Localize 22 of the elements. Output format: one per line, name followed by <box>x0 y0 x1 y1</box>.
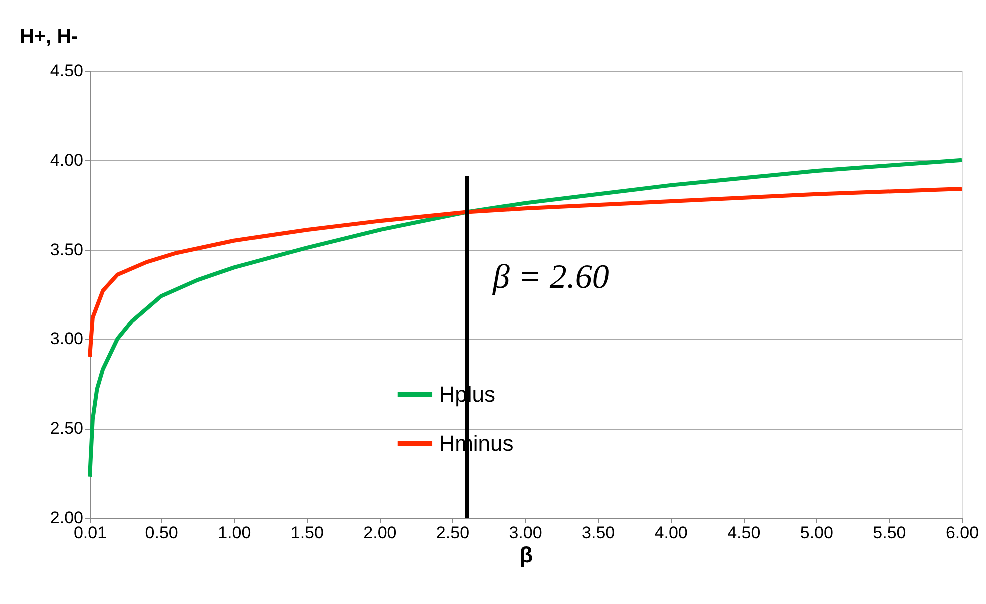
x-tick-label: 3.50 <box>582 524 616 542</box>
line-series <box>88 187 964 360</box>
x-tick-label: 0.50 <box>145 524 178 542</box>
y-tick-label: 4.00 <box>50 150 84 170</box>
ref-line-label: β = 2.60 <box>492 259 610 296</box>
y-axis-title: H+, H- <box>20 26 78 48</box>
x-tick-label: 2.00 <box>364 524 397 542</box>
x-tick-label: 1.00 <box>218 524 252 542</box>
y-tick-label: 4.50 <box>50 62 84 80</box>
x-tick-label: 2.50 <box>436 524 470 542</box>
x-tick-label: 5.50 <box>873 524 906 542</box>
x-tick-label: 6.00 <box>946 524 980 542</box>
y-tick-label: 3.00 <box>50 330 84 349</box>
y-tick-label: 3.50 <box>50 240 84 260</box>
x-tick-label: 4.50 <box>728 524 761 542</box>
x-axis-title: β <box>520 542 534 568</box>
y-tick-label: 2.50 <box>50 419 84 438</box>
x-tick-label: 1.50 <box>290 524 324 542</box>
line-series <box>88 158 964 479</box>
x-tick-label: 4.00 <box>654 524 688 542</box>
x-tick-label: 5.00 <box>800 524 834 542</box>
x-tick-label: 3.00 <box>509 524 542 542</box>
